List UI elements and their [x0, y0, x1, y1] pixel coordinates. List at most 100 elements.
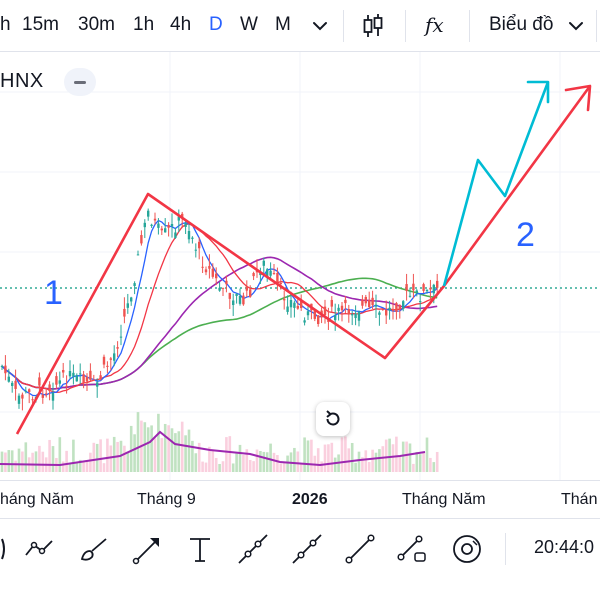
candle-body — [201, 266, 204, 268]
candle-body — [269, 270, 272, 276]
candle-body — [96, 382, 99, 387]
volume-bar — [429, 457, 432, 472]
volume-bar — [255, 449, 259, 472]
candle-body — [102, 356, 106, 365]
volume-bar — [201, 461, 204, 472]
volume-bar — [381, 446, 385, 472]
volume-bar — [10, 450, 14, 472]
candle-body — [283, 299, 286, 301]
volume-bar — [146, 427, 150, 472]
candle-body — [436, 280, 439, 288]
volume-bar — [293, 447, 296, 472]
chart-canvas[interactable]: 1 2 — [0, 52, 600, 480]
volume-bar — [269, 443, 272, 472]
timeframe-30m[interactable]: 30m — [78, 14, 115, 35]
candle-body — [235, 293, 238, 296]
volume-bar — [17, 448, 21, 472]
volume-bar — [21, 451, 24, 472]
candle-body — [109, 358, 112, 360]
ma-green-line — [1, 277, 438, 390]
volume-bar — [61, 461, 65, 472]
time-axis[interactable]: háng Năm Tháng 9 2026 Tháng Năm Thán — [0, 480, 600, 518]
candle-body — [4, 365, 7, 374]
candle-body — [150, 224, 153, 226]
candle-body — [252, 273, 255, 277]
shape-icon[interactable] — [395, 531, 431, 567]
candle-body — [296, 305, 299, 309]
candle-body — [395, 303, 398, 312]
volume-bar — [276, 455, 279, 472]
candle-body — [24, 390, 27, 392]
candle-body — [225, 280, 228, 285]
extended-line-icon[interactable] — [289, 531, 325, 567]
target-icon[interactable] — [449, 531, 485, 567]
timeframe-w[interactable]: W — [240, 14, 258, 35]
volume-bar — [306, 440, 310, 472]
volume-bar — [432, 462, 436, 472]
candle-body — [279, 283, 282, 285]
volume-bar — [72, 439, 75, 472]
function-icon[interactable]: fx — [421, 10, 453, 42]
volume-bar — [112, 436, 116, 472]
timeframe-m[interactable]: M — [275, 14, 291, 35]
volume-bar — [238, 444, 242, 472]
volume-bar — [197, 442, 201, 472]
collapse-legend-button[interactable] — [64, 68, 96, 96]
volume-bar — [242, 454, 245, 472]
red-arrow-head — [564, 84, 592, 112]
volume-bar — [310, 439, 313, 472]
volume-bar — [327, 444, 330, 472]
chevron-down-icon[interactable] — [304, 10, 336, 42]
timeframe-toolbar: h 15m 30m 1h 4h D W M fx Biểu đồ — [0, 0, 600, 52]
volume-bar — [231, 463, 235, 472]
candle-body — [402, 301, 405, 309]
volume-bar — [323, 444, 327, 472]
volume-bar — [65, 450, 68, 472]
timeframe-4h[interactable]: 4h — [170, 14, 192, 35]
volume-bar — [187, 429, 191, 472]
price-chart[interactable]: 1 2 HNX — [0, 52, 600, 480]
brush-icon[interactable] — [0, 531, 22, 567]
chart-type-dropdown[interactable]: Biểu đồ — [489, 14, 554, 35]
candle-body — [408, 295, 412, 297]
candle-body — [136, 254, 140, 256]
candle-body — [133, 283, 136, 286]
volume-bar — [225, 437, 228, 472]
volume-bar — [408, 443, 412, 472]
time-display: 20:44:0 — [534, 537, 595, 557]
volume-bar — [58, 437, 62, 472]
timeframe-d[interactable]: D — [209, 14, 223, 35]
timeframe-1h[interactable]: 1h — [133, 14, 155, 35]
candle-body — [147, 210, 150, 217]
candle-body — [11, 382, 14, 386]
candle-body — [221, 287, 225, 289]
ray-icon[interactable] — [235, 531, 271, 567]
chevron-down-icon[interactable] — [562, 10, 594, 42]
volume-ma-line — [0, 430, 426, 467]
candle-body — [293, 302, 296, 308]
volume-bar — [41, 451, 45, 472]
candle-body — [364, 296, 367, 304]
volume-bar — [184, 435, 187, 472]
candle-body — [405, 284, 408, 291]
cyan-arrow-head — [526, 80, 550, 104]
volume-bar — [150, 425, 153, 472]
trend-path-icon[interactable] — [22, 531, 58, 567]
wave-drawing-cyan[interactable] — [442, 81, 550, 287]
arrow-icon[interactable] — [130, 531, 166, 567]
candle-body — [398, 304, 401, 310]
timeframe-15m[interactable]: 15m — [22, 14, 59, 35]
volume-bar — [75, 461, 79, 472]
candle-body — [82, 374, 85, 383]
candle-body — [113, 353, 116, 361]
text-icon[interactable] — [182, 531, 218, 567]
divider — [343, 10, 344, 42]
reset-chart-button[interactable] — [316, 402, 350, 436]
timeframe-h[interactable]: h — [0, 14, 11, 35]
volume-bar — [177, 431, 181, 472]
candlestick-icon[interactable] — [357, 10, 389, 42]
volume-bar — [191, 440, 194, 472]
line-segment-icon[interactable] — [342, 531, 378, 567]
paint-brush-icon[interactable] — [76, 531, 112, 567]
wave-drawing-red[interactable] — [15, 85, 592, 435]
